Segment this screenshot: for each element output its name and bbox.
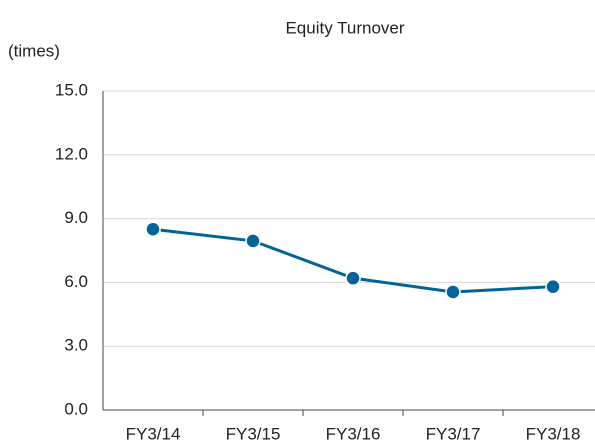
y-tick-label: 12.0 (55, 144, 88, 163)
point (345, 270, 361, 286)
y-axis-label: (times) (8, 41, 60, 60)
point (245, 233, 261, 249)
point (445, 284, 461, 300)
x-tick-label: FY3/16 (326, 424, 381, 443)
x-tick-label: FY3/17 (426, 424, 481, 443)
x-tick-label: FY3/15 (226, 424, 281, 443)
x-tick-label: FY3/14 (126, 424, 181, 443)
y-tick-label: 6.0 (64, 272, 88, 291)
chart-title: Equity Turnover (285, 18, 404, 37)
point (145, 221, 161, 237)
x-tick-label: FY3/18 (526, 424, 581, 443)
point (545, 278, 561, 295)
y-tick-label: 15.0 (55, 80, 88, 99)
y-tick-label: 3.0 (64, 336, 88, 355)
y-tick-label: 0.0 (64, 399, 88, 418)
y-tick-label: 9.0 (64, 208, 88, 227)
